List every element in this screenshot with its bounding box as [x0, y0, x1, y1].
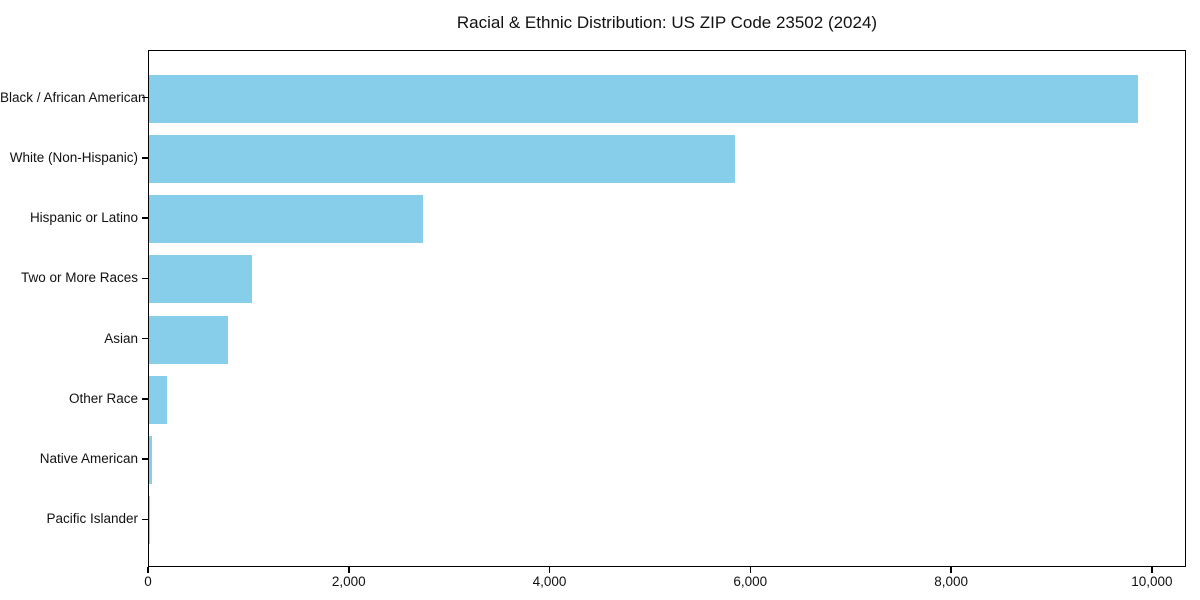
bar	[149, 195, 424, 244]
x-tick-label: 0	[144, 574, 152, 589]
y-tick-label: White (Non-Hispanic)	[9, 149, 138, 165]
y-tick-label: Native American	[39, 451, 138, 467]
bar	[149, 74, 1138, 123]
x-tick-label: 8,000	[934, 574, 968, 589]
y-tick-label: Asian	[104, 330, 138, 346]
y-tick-mark	[142, 458, 148, 460]
y-tick-label: Hispanic or Latino	[29, 210, 138, 226]
y-tick-mark	[142, 518, 148, 521]
chart-title: Racial & Ethnic Distribution: US ZIP Cod…	[456, 13, 878, 32]
bar	[149, 436, 152, 485]
bar	[149, 255, 252, 304]
x-tick-label: 2,000	[331, 574, 366, 589]
y-tick-mark	[142, 398, 148, 400]
x-tick-mark	[950, 567, 952, 573]
x-tick-label: 10,000	[1131, 574, 1173, 589]
y-tick-mark	[142, 217, 148, 219]
x-tick-mark	[147, 567, 149, 573]
y-tick-mark	[142, 337, 148, 340]
x-tick-mark	[348, 567, 350, 573]
x-tick-label: 4,000	[532, 574, 567, 589]
x-tick-mark	[548, 567, 551, 573]
x-tick-mark	[749, 567, 752, 573]
y-tick-label: Pacific Islander	[46, 511, 138, 527]
y-tick-label: Black / African American	[0, 89, 146, 105]
y-tick-label: Two or More Races	[20, 270, 138, 286]
y-tick-mark	[142, 96, 148, 99]
plot-area	[148, 50, 1186, 567]
y-tick-mark	[142, 277, 148, 280]
x-tick-label: 6,000	[733, 574, 768, 589]
bar	[149, 134, 736, 183]
bar	[149, 496, 150, 545]
x-tick-mark	[1151, 567, 1153, 573]
bar	[149, 375, 168, 424]
y-tick-mark	[142, 157, 148, 159]
bar	[149, 315, 228, 364]
y-tick-label: Other Race	[68, 390, 138, 406]
